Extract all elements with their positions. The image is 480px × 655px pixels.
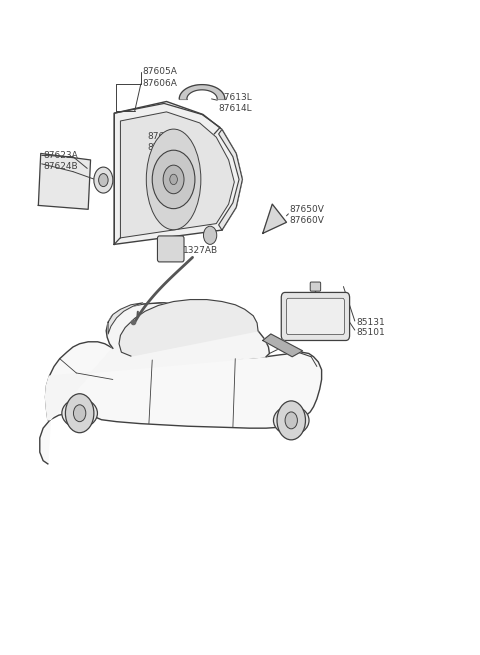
- Text: 87613L
87614L: 87613L 87614L: [219, 94, 252, 113]
- Text: 87650V
87660V: 87650V 87660V: [290, 205, 324, 225]
- Circle shape: [98, 174, 108, 187]
- Circle shape: [277, 401, 305, 440]
- Text: 85101: 85101: [356, 328, 385, 337]
- Text: 87623A
87624B: 87623A 87624B: [43, 151, 78, 171]
- FancyBboxPatch shape: [157, 236, 184, 262]
- FancyBboxPatch shape: [281, 292, 349, 341]
- Circle shape: [204, 226, 217, 244]
- Polygon shape: [114, 102, 242, 244]
- Polygon shape: [179, 84, 225, 99]
- Text: 87605A
87606A: 87605A 87606A: [143, 67, 178, 88]
- Text: 85131: 85131: [356, 318, 385, 327]
- Circle shape: [94, 167, 113, 193]
- Polygon shape: [38, 153, 91, 210]
- Circle shape: [163, 165, 184, 194]
- Circle shape: [73, 405, 86, 422]
- FancyBboxPatch shape: [310, 282, 321, 291]
- Circle shape: [152, 150, 195, 209]
- Polygon shape: [114, 103, 220, 244]
- Polygon shape: [219, 130, 242, 230]
- FancyBboxPatch shape: [287, 298, 344, 335]
- Polygon shape: [108, 303, 143, 334]
- Circle shape: [285, 412, 298, 429]
- Polygon shape: [119, 299, 258, 356]
- Polygon shape: [263, 204, 287, 233]
- Text: 1327AB: 1327AB: [183, 246, 218, 255]
- Polygon shape: [46, 303, 269, 420]
- Polygon shape: [40, 342, 322, 464]
- Ellipse shape: [274, 405, 309, 435]
- Polygon shape: [263, 334, 302, 357]
- Circle shape: [65, 394, 94, 433]
- Text: 87612
87622: 87612 87622: [147, 132, 176, 153]
- Polygon shape: [120, 112, 234, 238]
- Ellipse shape: [146, 129, 201, 230]
- Circle shape: [170, 174, 178, 185]
- Ellipse shape: [62, 399, 97, 428]
